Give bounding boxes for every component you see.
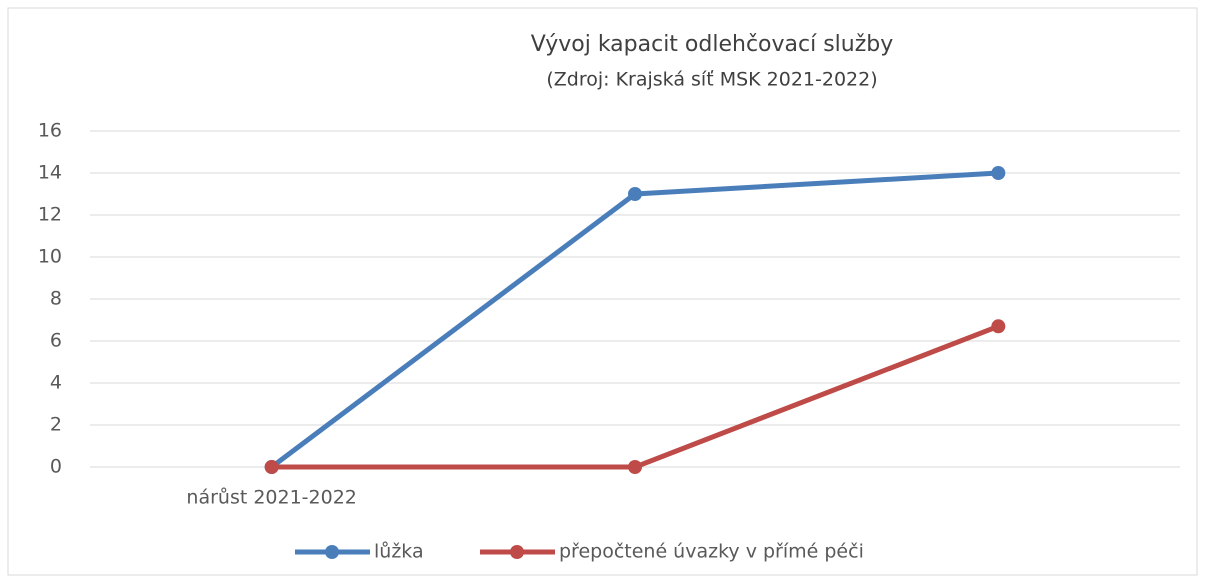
chart-border [7,7,1198,576]
y-tick-label: 14 [38,162,62,184]
chart-title: Vývoj kapacit odlehčovací služby [531,32,894,57]
data-point [628,460,642,474]
y-tick-label: 16 [38,120,62,142]
data-point [628,187,642,201]
data-point [991,166,1006,180]
y-tick-label: 6 [50,330,62,352]
legend-label: přepočtené úvazky v přímé péči [559,541,864,563]
chart-subtitle: (Zdroj: Krajská síť MSK 2021-2022) [546,69,877,91]
y-tick-label: 10 [38,246,62,268]
y-tick-label: 2 [50,414,62,436]
y-tick-label: 8 [50,288,62,310]
legend-marker [510,545,524,559]
y-tick-label: 0 [50,456,62,478]
data-point [264,460,279,474]
legend-marker [325,545,339,559]
y-tick-label: 12 [38,204,62,226]
data-point [991,319,1006,334]
y-tick-label: 4 [50,372,62,394]
legend-label: lůžka [374,541,424,563]
x-tick-label: nárůst 2021-2022 [186,487,357,509]
